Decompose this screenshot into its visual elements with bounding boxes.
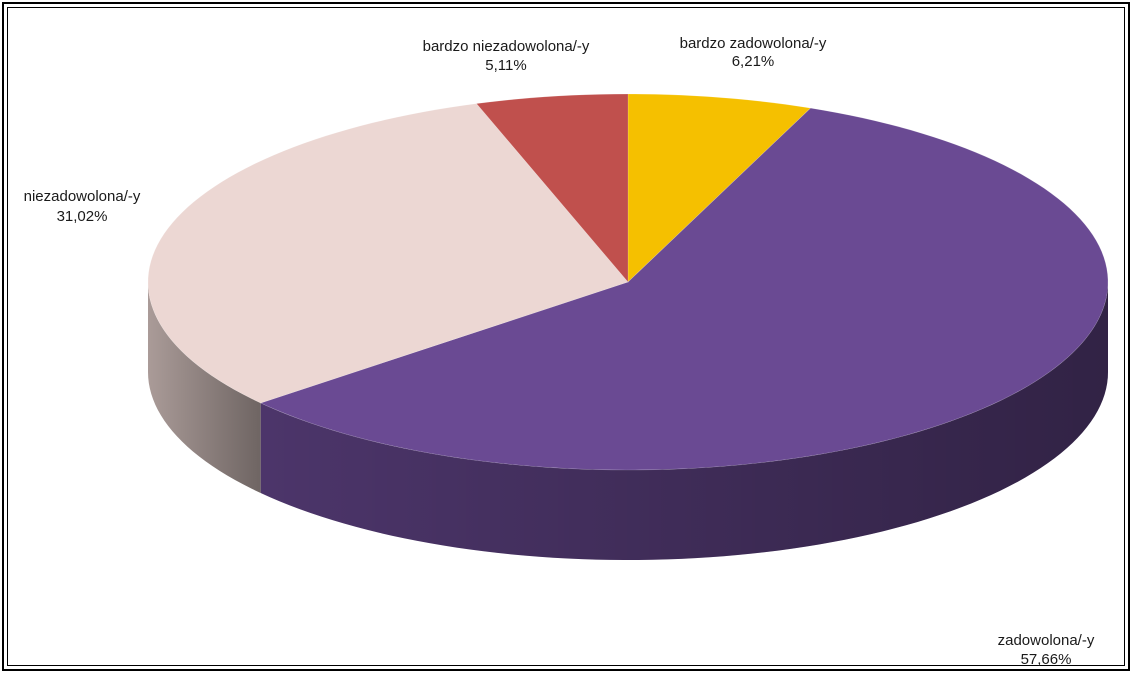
slice-2 xyxy=(147,103,629,404)
slice-side-shade-1 xyxy=(260,282,1108,560)
slice-1 xyxy=(259,107,1109,471)
pie-tops xyxy=(147,93,1109,471)
pct-bardzo-niezadowolona: 5,11% xyxy=(485,57,526,74)
chart-frame-inner xyxy=(7,7,1125,666)
pct-niezadowolona: 31,02% xyxy=(57,208,108,225)
label-niezadowolona: niezadowolona/-y xyxy=(24,188,141,205)
label-bardzo-zadowolona: bardzo zadowolona/-y xyxy=(680,35,827,52)
slice-0 xyxy=(627,93,812,283)
label-bardzo-niezadowolona: bardzo niezadowolona/-y xyxy=(423,38,590,55)
pie-labels: bardzo zadowolona/-y 6,21% zadowolona/-y… xyxy=(24,35,1095,668)
slice-3 xyxy=(475,93,629,283)
pct-bardzo-zadowolona: 6,21% xyxy=(732,53,775,70)
pct-zadowolona: 57,66% xyxy=(1021,651,1072,668)
label-zadowolona: zadowolona/-y xyxy=(998,632,1095,649)
pie-sides xyxy=(148,282,1108,560)
slice-side-shade-2 xyxy=(148,282,261,494)
